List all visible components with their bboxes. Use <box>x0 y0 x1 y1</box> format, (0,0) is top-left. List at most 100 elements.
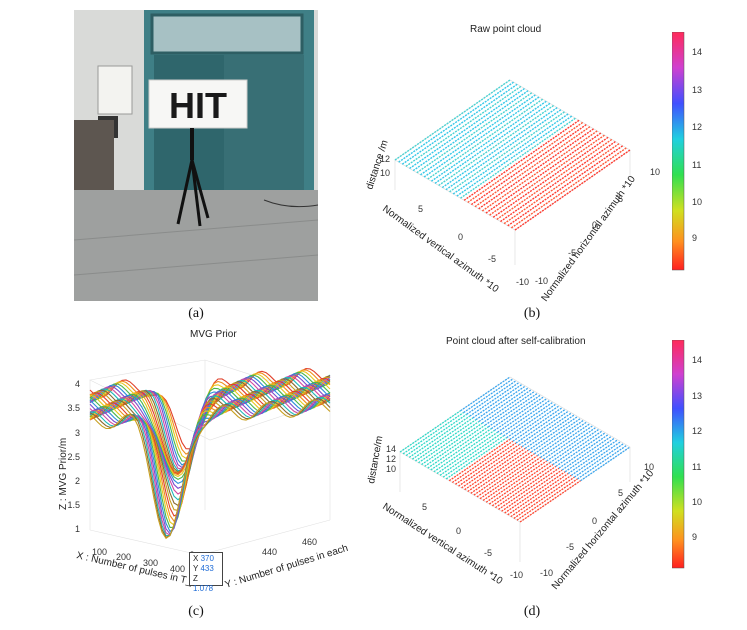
b-cb-tick: 11 <box>692 160 701 170</box>
datatip-z-label: Z <box>193 574 198 583</box>
point-row <box>489 134 605 216</box>
point-row <box>445 109 562 191</box>
point-row <box>451 440 514 484</box>
point-row <box>438 104 555 187</box>
caption-b: (b) <box>523 306 541 321</box>
c-xtick: 300 <box>143 558 158 568</box>
datatip-x: 370 <box>200 554 214 563</box>
point-row <box>537 421 588 457</box>
b-ylabel: Normalized horizontal azimuth *10 <box>540 174 639 304</box>
point-row <box>461 446 523 489</box>
c-ztick: 3.5 <box>67 403 80 413</box>
b-xtick: -5 <box>488 254 496 264</box>
point-row <box>405 85 522 167</box>
point-row <box>515 408 566 444</box>
d-xlabel: Normalized vertical azimuth *10 <box>380 501 504 587</box>
datatip-x-label: X <box>193 554 199 563</box>
point-row <box>434 102 551 184</box>
point-row <box>503 143 620 225</box>
point-row <box>524 414 575 449</box>
point-row <box>408 415 471 458</box>
point-row <box>430 100 547 182</box>
point-row <box>543 424 594 460</box>
point-row <box>467 121 584 203</box>
point-row <box>564 437 615 473</box>
point-row <box>485 132 602 214</box>
panel-c-title: MVG Prior <box>190 329 237 340</box>
datatip-y: 433 <box>200 564 214 573</box>
point-row <box>394 79 511 161</box>
point-row <box>481 389 532 424</box>
point-row <box>463 119 580 201</box>
d-xtick: 0 <box>456 526 461 536</box>
point-row <box>546 426 597 462</box>
point-row <box>479 456 541 500</box>
panel-b-colorbar: 14 13 12 11 10 9 <box>672 32 702 271</box>
point-row <box>402 412 464 455</box>
point-row <box>433 429 495 473</box>
b-ztick: 10 <box>380 168 390 178</box>
d-zlabel: distance/m <box>366 435 385 485</box>
b-ytick: -10 <box>535 276 548 286</box>
datatip-z: 1.078 <box>193 584 214 593</box>
point-row <box>411 417 474 460</box>
point-row <box>504 471 566 514</box>
point-row <box>570 441 622 476</box>
point-row <box>401 83 518 165</box>
b-xtick: 5 <box>418 204 423 214</box>
point-row <box>500 399 551 435</box>
panel-b-plot: 12 10 distance /m 5 0 -5 -10 Normalized … <box>364 79 660 304</box>
c-xtick: 100 <box>92 547 107 557</box>
b-cb-tick: 10 <box>692 197 702 207</box>
c-ztick: 3 <box>75 428 80 438</box>
point-row <box>478 387 529 423</box>
point-row <box>488 462 551 505</box>
point-row <box>415 419 477 462</box>
d-ytick: -5 <box>566 542 574 552</box>
point-row <box>512 406 563 442</box>
c-ylabel: Y : Number of pulses in each row <box>224 537 350 591</box>
c-ytick: 460 <box>302 537 317 547</box>
c-zlabel: Z : MVG Prior/m <box>58 438 69 510</box>
point-row <box>493 396 545 432</box>
point-row <box>442 435 504 478</box>
caption-a: (a) <box>188 306 204 321</box>
c-xtick: 400 <box>170 564 185 574</box>
point-row <box>506 403 557 439</box>
point-row <box>445 437 508 480</box>
point-row <box>478 128 595 210</box>
point-row <box>473 453 535 496</box>
mvg-curve <box>89 392 331 528</box>
c-ztick: 4 <box>75 379 80 389</box>
d-ztick: 14 <box>386 444 396 454</box>
b-ytick: 0 <box>592 220 597 230</box>
point-row <box>485 460 548 503</box>
mvg-curve <box>89 392 331 522</box>
d-ztick: 12 <box>386 454 396 464</box>
d-cb-tick: 13 <box>692 391 702 401</box>
point-row <box>427 426 489 469</box>
d-cb-tick: 10 <box>692 497 702 507</box>
point-row <box>498 467 560 510</box>
mvg-curve <box>89 370 331 460</box>
d-cb-tick: 11 <box>692 462 701 472</box>
b-ytick: -5 <box>568 248 576 258</box>
d-xtick: -10 <box>510 570 523 580</box>
point-row <box>510 147 627 229</box>
d-xtick: -5 <box>484 548 492 558</box>
d-cb-tick: 9 <box>692 532 697 542</box>
point-row <box>567 439 619 475</box>
point-row <box>497 398 548 433</box>
point-row <box>436 431 498 475</box>
point-row <box>507 145 624 227</box>
point-row <box>500 140 616 223</box>
point-row <box>549 428 600 464</box>
point-row <box>456 115 573 197</box>
point-row <box>412 90 529 172</box>
d-xtick: 5 <box>422 502 427 512</box>
d-cb-tick: 12 <box>692 426 702 436</box>
point-row <box>518 410 569 446</box>
b-cb-tick: 12 <box>692 122 702 132</box>
panel-d-colorbar: 14 13 12 11 10 9 <box>672 340 702 569</box>
point-row <box>501 469 563 512</box>
